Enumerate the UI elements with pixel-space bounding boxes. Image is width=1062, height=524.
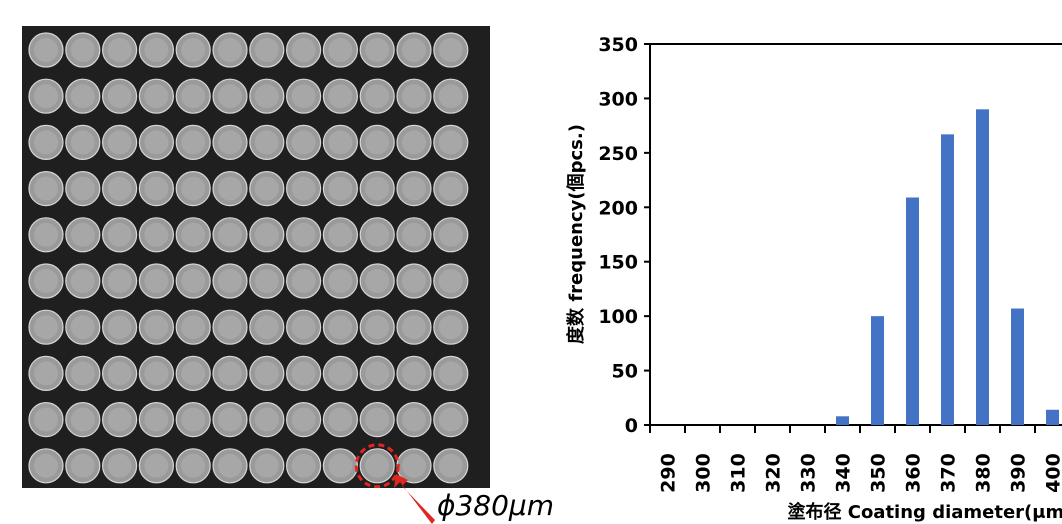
x-tick-label: 340 xyxy=(833,453,855,493)
x-axis-title: 塗布径 Coating diameter(μm) xyxy=(787,501,1062,523)
bar-360 xyxy=(906,197,919,425)
x-tick-label: 400 xyxy=(1043,453,1062,493)
y-tick-label: 100 xyxy=(598,306,638,328)
x-tick-label: 310 xyxy=(728,453,750,493)
y-axis-title: 度数 frequency(個pcs.) xyxy=(565,124,587,344)
y-tick-label: 350 xyxy=(598,34,638,56)
bar-380 xyxy=(976,109,989,426)
bar-370 xyxy=(941,134,954,425)
plot-frame xyxy=(649,43,1062,425)
bar-350 xyxy=(871,316,884,425)
x-tick-label: 320 xyxy=(763,453,785,493)
bar-400 xyxy=(1046,409,1059,425)
dot-grid xyxy=(28,32,469,488)
histogram-chart: 0 50 100 150 200 250 300 350 290 300 310 320 330 340… xyxy=(565,34,1062,523)
y-axis: 0 50 100 150 200 250 300 350 xyxy=(598,34,1062,437)
x-tick-label: 330 xyxy=(798,453,820,493)
bar-390 xyxy=(1011,308,1024,425)
x-tick-label: 300 xyxy=(693,453,715,493)
y-tick-label: 200 xyxy=(598,197,638,219)
y-tick-label: 300 xyxy=(598,88,638,110)
y-tick-label: 250 xyxy=(598,143,638,165)
x-tick-label: 380 xyxy=(973,453,995,493)
x-tick-label: 360 xyxy=(903,453,925,493)
dot-array-photo xyxy=(22,26,490,488)
x-tick-label: 290 xyxy=(658,453,680,493)
bars xyxy=(836,109,1059,426)
y-tick-label: 50 xyxy=(612,361,638,383)
x-tick-label: 390 xyxy=(1008,453,1030,493)
x-tick-label: 350 xyxy=(868,453,890,493)
x-tick-label: 370 xyxy=(938,453,960,493)
highlight-circle xyxy=(354,443,400,488)
arrow-icon xyxy=(394,474,435,524)
y-tick-label: 150 xyxy=(598,252,638,274)
y-tick-label: 0 xyxy=(625,415,638,437)
x-axis: 290 300 310 320 330 340 350 360 370 380 390 400 xyxy=(649,424,1062,493)
bar-340 xyxy=(836,416,849,425)
diameter-annotation: ϕ380μm xyxy=(437,489,555,522)
